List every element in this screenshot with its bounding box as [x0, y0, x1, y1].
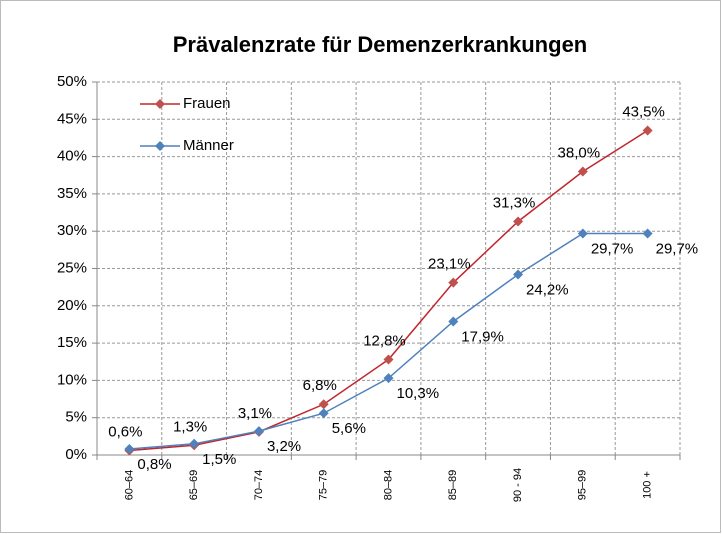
- x-tick-label: 60–64: [123, 470, 135, 501]
- data-label: 23,1%: [428, 256, 471, 273]
- x-tick-label: 70–74: [253, 470, 265, 501]
- data-label: 17,9%: [461, 328, 504, 345]
- marker: [253, 426, 264, 437]
- data-label: 0,6%: [108, 423, 142, 440]
- marker: [383, 373, 394, 384]
- marker: [513, 269, 524, 280]
- marker: [448, 277, 459, 288]
- marker: [642, 228, 653, 239]
- marker: [642, 125, 653, 136]
- data-label: 29,7%: [591, 240, 634, 257]
- marker: [318, 399, 329, 410]
- x-tick-label: 100 +: [642, 471, 654, 499]
- x-tick-label: 75–79: [318, 470, 330, 501]
- data-label: 38,0%: [558, 144, 601, 161]
- data-label: 29,7%: [656, 240, 699, 257]
- x-tick-label: 65–69: [188, 470, 200, 501]
- marker: [383, 354, 394, 365]
- y-tick-label: 50%: [57, 73, 87, 90]
- y-tick-label: 20%: [57, 297, 87, 314]
- y-tick-label: 40%: [57, 148, 87, 165]
- x-tick-label: 90 - 94: [512, 468, 524, 502]
- marker: [189, 438, 200, 449]
- legend-label: Frauen: [183, 95, 231, 112]
- marker: [124, 444, 135, 455]
- data-label: 43,5%: [622, 103, 665, 120]
- data-label: 5,6%: [332, 420, 366, 437]
- marker: [318, 408, 329, 419]
- data-label: 31,3%: [493, 194, 536, 211]
- legend-marker: [155, 141, 165, 151]
- x-tick-label: 85–89: [447, 470, 459, 501]
- y-tick-label: 30%: [57, 222, 87, 239]
- marker: [577, 228, 588, 239]
- data-label: 0,8%: [137, 456, 171, 473]
- y-tick-label: 10%: [57, 371, 87, 388]
- x-tick-label: 95–99: [577, 470, 589, 501]
- marker: [448, 316, 459, 327]
- data-label: 1,3%: [173, 418, 207, 435]
- data-label: 3,2%: [267, 438, 301, 455]
- chart-title: Prävalenzrate für Demenzerkrankungen: [173, 32, 588, 57]
- data-label: 24,2%: [526, 281, 569, 298]
- data-label: 6,8%: [303, 377, 337, 394]
- data-label: 10,3%: [397, 385, 440, 402]
- y-tick-label: 25%: [57, 259, 87, 276]
- y-tick-label: 5%: [65, 409, 87, 426]
- data-label: 3,1%: [238, 405, 272, 422]
- marker: [577, 166, 588, 177]
- marker: [513, 216, 524, 227]
- y-tick-label: 15%: [57, 334, 87, 351]
- legend-label: Männer: [183, 137, 234, 154]
- legend-marker: [155, 99, 165, 109]
- data-label: 12,8%: [363, 332, 406, 349]
- x-tick-label: 80–84: [382, 470, 394, 501]
- y-tick-label: 0%: [65, 446, 87, 463]
- y-tick-label: 35%: [57, 185, 87, 202]
- y-tick-label: 45%: [57, 110, 87, 127]
- data-label: 1,5%: [202, 451, 236, 468]
